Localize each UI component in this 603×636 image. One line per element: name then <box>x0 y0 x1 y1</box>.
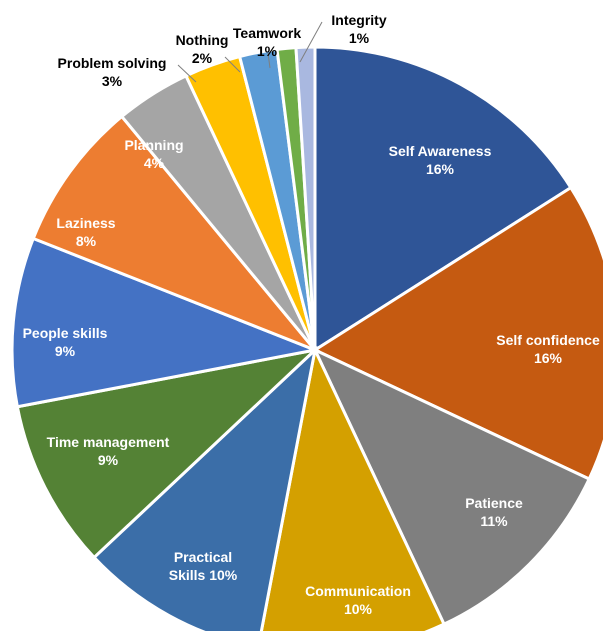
slice-percent-label: 1% <box>349 30 370 46</box>
slice-category-label: Laziness <box>56 215 115 231</box>
slice-percent-label: 2% <box>192 50 213 66</box>
slice-category-label: Practical <box>174 549 232 565</box>
slice-percent-label: 9% <box>55 343 76 359</box>
pie-slice-people-skills <box>10 236 321 409</box>
slice-percent-label: 4% <box>144 155 165 171</box>
leader-line-integrity <box>299 21 323 63</box>
slice-category-label: Self Awareness <box>389 143 492 159</box>
leader-line-nothing <box>224 56 241 73</box>
leader-line-problem-solving <box>177 64 197 83</box>
slice-labels: Self Awareness 16% Self confidence 16% Patie… <box>23 12 600 617</box>
slice-percent-label: 11% <box>480 513 508 529</box>
pie-slice-laziness <box>31 114 317 352</box>
slice-percent-label: 1% <box>257 43 278 59</box>
slice-category-label: People skills <box>23 325 108 341</box>
slice-category-label: Nothing <box>176 32 229 48</box>
slice-percent-label: 3% <box>102 73 123 89</box>
slice-percent-label: 10% <box>344 601 373 617</box>
slice-category-label: Teamwork <box>233 25 301 41</box>
slice-category-label: Integrity <box>331 12 386 28</box>
slice-label-planning: Planning 4% <box>124 137 183 171</box>
pie-slice-time-management <box>15 347 320 560</box>
slice-category-label: Communication <box>305 583 411 599</box>
pie-slice-integrity <box>294 45 317 351</box>
slice-label-teamwork: Teamwork 1% <box>233 25 301 59</box>
slice-label-time-management: Time management 9% <box>47 434 170 468</box>
slice-percent-label: Skills 10% <box>169 567 238 583</box>
slice-category-label: Patience <box>465 495 523 511</box>
slice-label-self-confidence: Self confidence 16% <box>496 332 600 366</box>
slice-label-laziness: Laziness 8% <box>56 215 115 249</box>
leader-line-teamwork <box>267 52 271 69</box>
slice-percent-label: 8% <box>76 233 97 249</box>
slice-label-communication: Communication 10% <box>305 583 411 617</box>
slice-category-label: Planning <box>124 137 183 153</box>
slice-category-label: Problem solving <box>58 55 167 71</box>
slice-category-label: Time management <box>47 434 170 450</box>
leader-lines <box>177 21 323 83</box>
slice-percent-label: 16% <box>534 350 563 366</box>
pie-slice-patience <box>311 346 592 627</box>
slice-label-practical-skills: Practical Skills 10% <box>169 549 238 583</box>
slice-label-problem-solving: Problem solving 3% <box>58 55 167 89</box>
slice-label-self-awareness: Self Awareness 16% <box>389 143 492 177</box>
slice-percent-label: 16% <box>426 161 455 177</box>
slice-label-patience: Patience 11% <box>465 495 523 529</box>
slice-percent-label: 9% <box>98 452 119 468</box>
slice-category-label: Self confidence <box>496 332 600 348</box>
pie-slice-self-awareness <box>313 45 573 353</box>
slice-label-integrity: Integrity 1% <box>331 12 386 46</box>
slice-label-nothing: Nothing 2% <box>176 32 229 66</box>
pie-slice-self-confidence <box>311 185 603 482</box>
pie-slices <box>10 45 603 636</box>
pie-slice-communication <box>258 345 447 636</box>
pie-slice-practical-skills <box>91 345 318 636</box>
slice-label-people-skills: People skills 9% <box>23 325 108 359</box>
